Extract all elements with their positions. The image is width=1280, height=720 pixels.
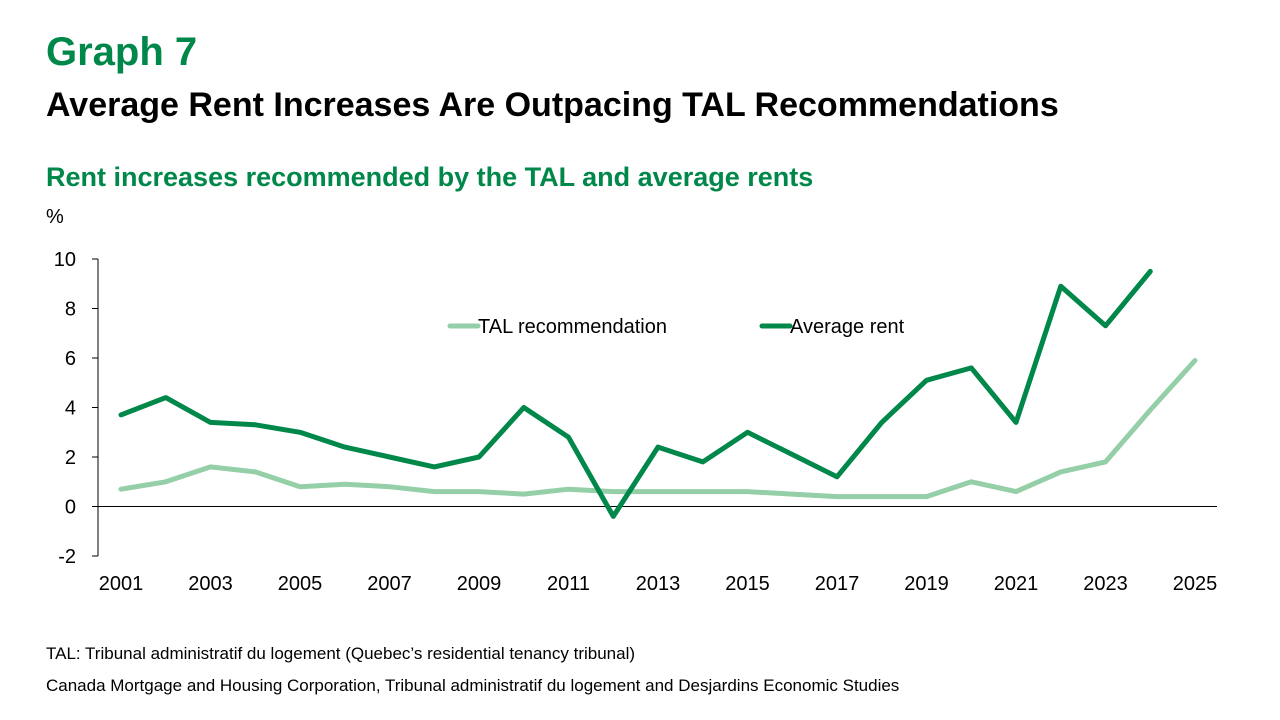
y-tick-label: 0 <box>65 497 76 519</box>
page-title: Average Rent Increases Are Outpacing TAL… <box>46 86 1059 124</box>
y-axis-unit-label: % <box>46 206 64 228</box>
legend-label: TAL recommendation <box>478 316 667 338</box>
source-note: Canada Mortgage and Housing Corporation,… <box>46 676 900 695</box>
x-tick-label: 2019 <box>904 573 949 595</box>
x-tick-label: 2015 <box>725 573 770 595</box>
chart-subtitle: Rent increases recommended by the TAL an… <box>46 162 814 192</box>
x-tick-label: 2007 <box>367 573 412 595</box>
x-tick-label: 2001 <box>99 573 144 595</box>
x-tick-label: 2009 <box>457 573 502 595</box>
series-line-tal-recommendation <box>118 358 1198 500</box>
x-tick-label: 2003 <box>188 573 233 595</box>
y-tick-label: -2 <box>58 546 76 568</box>
x-tick-label: 2005 <box>278 573 323 595</box>
x-tick-label: 2011 <box>547 573 590 595</box>
x-tick-label: 2021 <box>994 573 1039 595</box>
y-tick-label: 10 <box>54 249 76 271</box>
y-tick-label: 2 <box>65 447 76 469</box>
y-tick-label: 4 <box>65 398 76 420</box>
x-tick-label: 2025 <box>1173 573 1218 595</box>
legend-label: Average rent <box>790 316 905 338</box>
y-tick-label: 8 <box>65 299 76 321</box>
x-tick-label: 2017 <box>815 573 860 595</box>
y-tick-label: 6 <box>65 348 76 370</box>
x-tick-label: 2013 <box>636 573 681 595</box>
series-line-average-rent <box>118 268 1153 519</box>
graph-number: Graph 7 <box>46 30 198 74</box>
footnote: TAL: Tribunal administratif du logement … <box>46 644 636 663</box>
x-tick-label: 2023 <box>1083 573 1128 595</box>
